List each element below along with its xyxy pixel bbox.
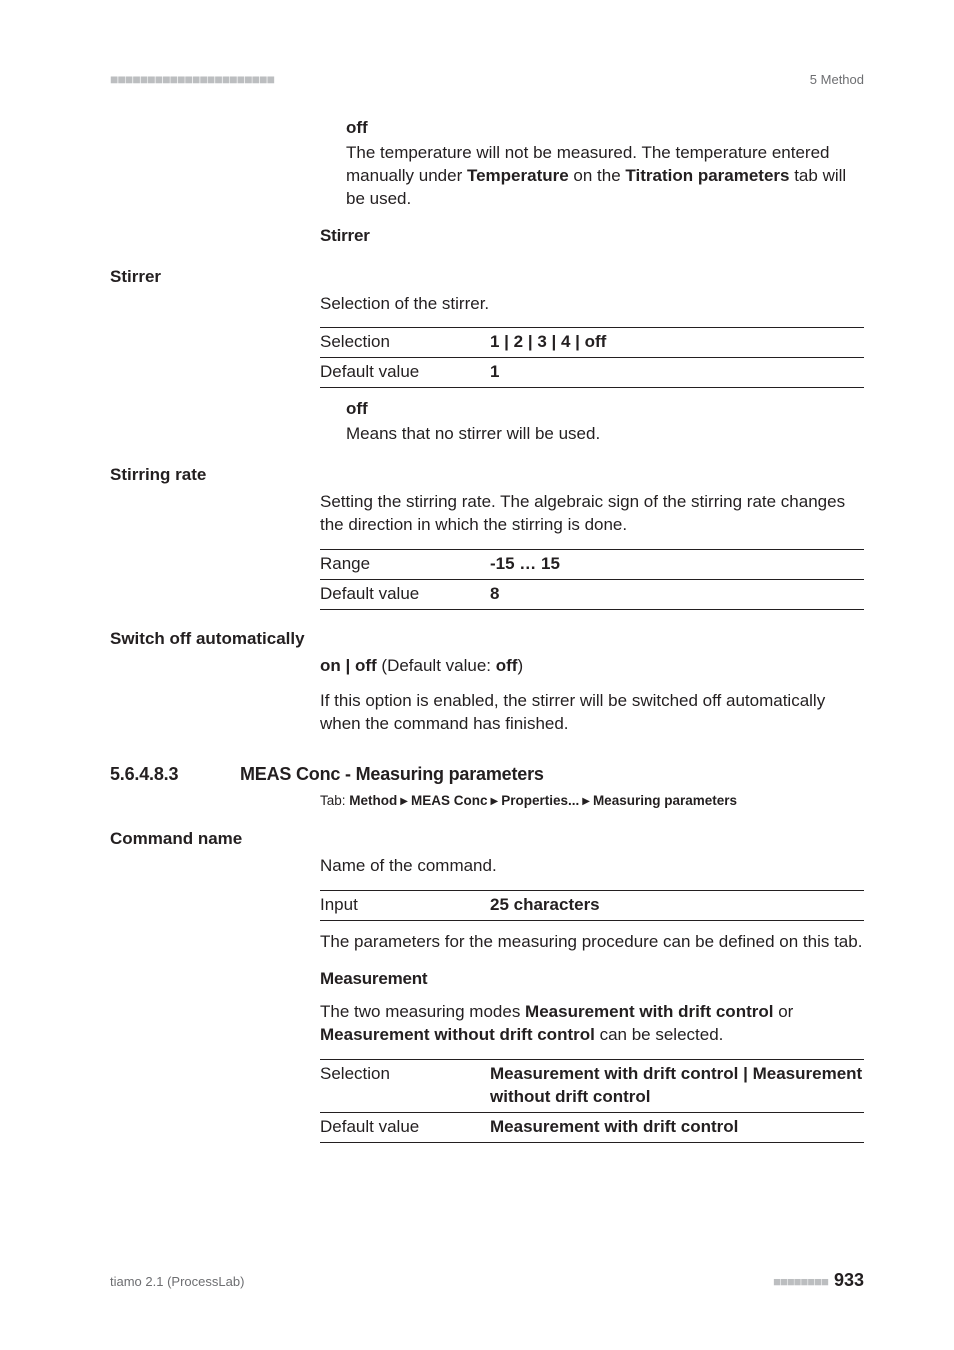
def-stirrer-off: off Means that no stirrer will be used. xyxy=(346,398,864,446)
label-switch-off: Switch off automatically xyxy=(110,628,864,651)
t: Measurement without drift control xyxy=(320,1025,595,1044)
cell-label: Default value xyxy=(320,358,490,388)
cell-value: 8 xyxy=(490,579,864,609)
def-off-desc: The temperature will not be measured. Th… xyxy=(346,142,864,211)
cell-label: Default value xyxy=(320,1112,490,1142)
running-footer: tiamo 2.1 (ProcessLab) ■■■■■■■■ 933 xyxy=(110,1268,864,1292)
cell-label: Selection xyxy=(320,1059,490,1112)
t: can be selected. xyxy=(595,1025,724,1044)
cell-value: 25 characters xyxy=(490,891,864,921)
off-definition-block: off The temperature will not be measured… xyxy=(320,117,864,248)
table-row: Input 25 characters xyxy=(320,891,864,921)
cell-value: Measurement with drift control xyxy=(490,1112,864,1142)
table-row: Default value Measurement with drift con… xyxy=(320,1112,864,1142)
table-row: Selection Measurement with drift control… xyxy=(320,1059,864,1112)
stirrer-body: Selection of the stirrer. Selection 1 | … xyxy=(320,293,864,447)
cell-label: Default value xyxy=(320,579,490,609)
stirring-rate-desc: Setting the stirring rate. The algebraic… xyxy=(320,491,864,537)
t: off xyxy=(496,656,518,675)
heading-number: 5.6.4.8.3 xyxy=(110,762,240,786)
stirrer-table: Selection 1 | 2 | 3 | 4 | off Default va… xyxy=(320,327,864,388)
header-section: 5 Method xyxy=(810,71,864,89)
switch-off-desc: If this option is enabled, the stirrer w… xyxy=(320,690,864,736)
table-row: Default value 1 xyxy=(320,358,864,388)
t: (Default value: xyxy=(377,656,496,675)
stirring-rate-body: Setting the stirring rate. The algebraic… xyxy=(320,491,864,610)
t: MEAS Conc xyxy=(411,793,488,808)
def-off-term: off xyxy=(346,117,864,140)
t: on the xyxy=(569,166,626,185)
label-stirring-rate: Stirring rate xyxy=(110,464,864,487)
page-content: ■■■■■■■■■■■■■■■■■■■■■■ 5 Method off The … xyxy=(110,70,864,1280)
t: Properties... xyxy=(501,793,579,808)
stirring-rate-table: Range -15 … 15 Default value 8 xyxy=(320,549,864,610)
heading-title: MEAS Conc - Measuring parameters xyxy=(240,764,544,784)
t: Titration parameters xyxy=(625,166,789,185)
subhead-stirrer: Stirrer xyxy=(320,225,864,248)
table-row: Selection 1 | 2 | 3 | 4 | off xyxy=(320,328,864,358)
label-stirrer: Stirrer xyxy=(110,266,864,289)
footer-ornament: ■■■■■■■■ xyxy=(773,1274,828,1289)
chevron-right-icon: ▶ xyxy=(488,796,502,807)
cell-value: Measurement with drift control | Measure… xyxy=(490,1059,864,1112)
footer-right: ■■■■■■■■ 933 xyxy=(773,1268,864,1292)
heading-5-6-4-8-3: 5.6.4.8.3MEAS Conc - Measuring parameter… xyxy=(110,762,864,786)
running-header: ■■■■■■■■■■■■■■■■■■■■■■ 5 Method xyxy=(110,70,864,89)
table-row: Range -15 … 15 xyxy=(320,550,864,580)
command-name-table: Input 25 characters xyxy=(320,890,864,921)
measurement-desc: The two measuring modes Measurement with… xyxy=(320,1001,864,1047)
t: Measurement with drift control xyxy=(525,1002,773,1021)
def-off: off The temperature will not be measured… xyxy=(346,117,864,211)
label-command-name: Command name xyxy=(110,828,864,851)
cell-label: Input xyxy=(320,891,490,921)
header-ornament-left: ■■■■■■■■■■■■■■■■■■■■■■ xyxy=(110,70,274,89)
cell-value: 1 | 2 | 3 | 4 | off xyxy=(490,328,864,358)
cell-value: -15 … 15 xyxy=(490,550,864,580)
t: on | off xyxy=(320,656,377,675)
measurement-table: Selection Measurement with drift control… xyxy=(320,1059,864,1143)
tab-path: Tab: Method▶MEAS Conc▶Properties...▶Meas… xyxy=(320,792,864,810)
command-name-after: The parameters for the measuring procedu… xyxy=(320,931,864,954)
t: Temperature xyxy=(467,166,569,185)
def-desc: Means that no stirrer will be used. xyxy=(346,423,864,446)
t: Measuring parameters xyxy=(593,793,737,808)
page-number: 933 xyxy=(834,1270,864,1290)
t: Tab: xyxy=(320,793,349,808)
t: or xyxy=(773,1002,793,1021)
switch-off-line1: on | off (Default value: off) xyxy=(320,655,864,678)
t: ) xyxy=(517,656,523,675)
cell-label: Range xyxy=(320,550,490,580)
t: Method xyxy=(349,793,397,808)
t: The two measuring modes xyxy=(320,1002,525,1021)
subhead-measurement: Measurement xyxy=(320,968,864,991)
chevron-right-icon: ▶ xyxy=(579,796,593,807)
cell-value: 1 xyxy=(490,358,864,388)
footer-left: tiamo 2.1 (ProcessLab) xyxy=(110,1273,244,1291)
command-name-desc: Name of the command. xyxy=(320,855,864,878)
cell-label: Selection xyxy=(320,328,490,358)
table-row: Default value 8 xyxy=(320,579,864,609)
chevron-right-icon: ▶ xyxy=(397,796,411,807)
command-name-body: Name of the command. Input 25 characters… xyxy=(320,855,864,1142)
def-term: off xyxy=(346,398,864,421)
stirrer-desc: Selection of the stirrer. xyxy=(320,293,864,316)
switch-off-body: on | off (Default value: off) If this op… xyxy=(320,655,864,736)
